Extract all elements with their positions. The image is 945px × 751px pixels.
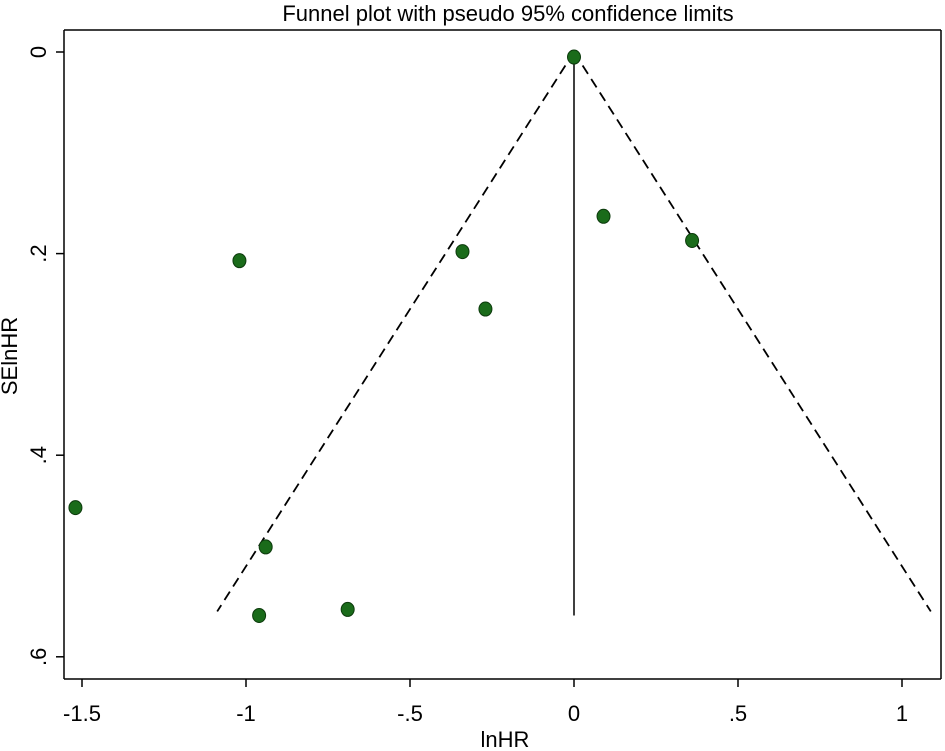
y-tick-label: .2	[26, 244, 51, 262]
x-tick-label: 0	[568, 701, 580, 726]
data-point	[68, 500, 83, 516]
x-axis-title: lnHR	[481, 727, 530, 751]
data-point	[340, 601, 355, 617]
confidence-limits	[216, 51, 932, 616]
data-point	[596, 208, 611, 224]
y-tick-label: .4	[26, 446, 51, 464]
data-point	[685, 232, 700, 248]
chart-title: Funnel plot with pseudo 95% confidence l…	[282, 1, 733, 26]
data-points	[68, 49, 700, 623]
upper-confidence-limit	[573, 51, 932, 612]
data-point	[455, 244, 470, 260]
x-tick-label: -.5	[397, 701, 423, 726]
lower-confidence-limit	[216, 51, 575, 612]
axes: -1.5 -1 -.5 0 .5 1 0 .2 .4 .6	[26, 29, 942, 726]
data-point	[258, 539, 273, 555]
y-axis-title: SElnHR	[0, 317, 22, 395]
data-point	[232, 253, 247, 269]
y-tick-label: .6	[26, 648, 51, 666]
x-tick-label: -1.5	[63, 701, 101, 726]
data-point	[478, 301, 493, 317]
x-tick-label: -1	[236, 701, 256, 726]
data-point	[567, 49, 581, 65]
x-tick-label: 1	[896, 701, 908, 726]
y-tick-label: 0	[26, 46, 51, 58]
x-tick-label: .5	[729, 701, 747, 726]
data-point	[252, 607, 267, 623]
